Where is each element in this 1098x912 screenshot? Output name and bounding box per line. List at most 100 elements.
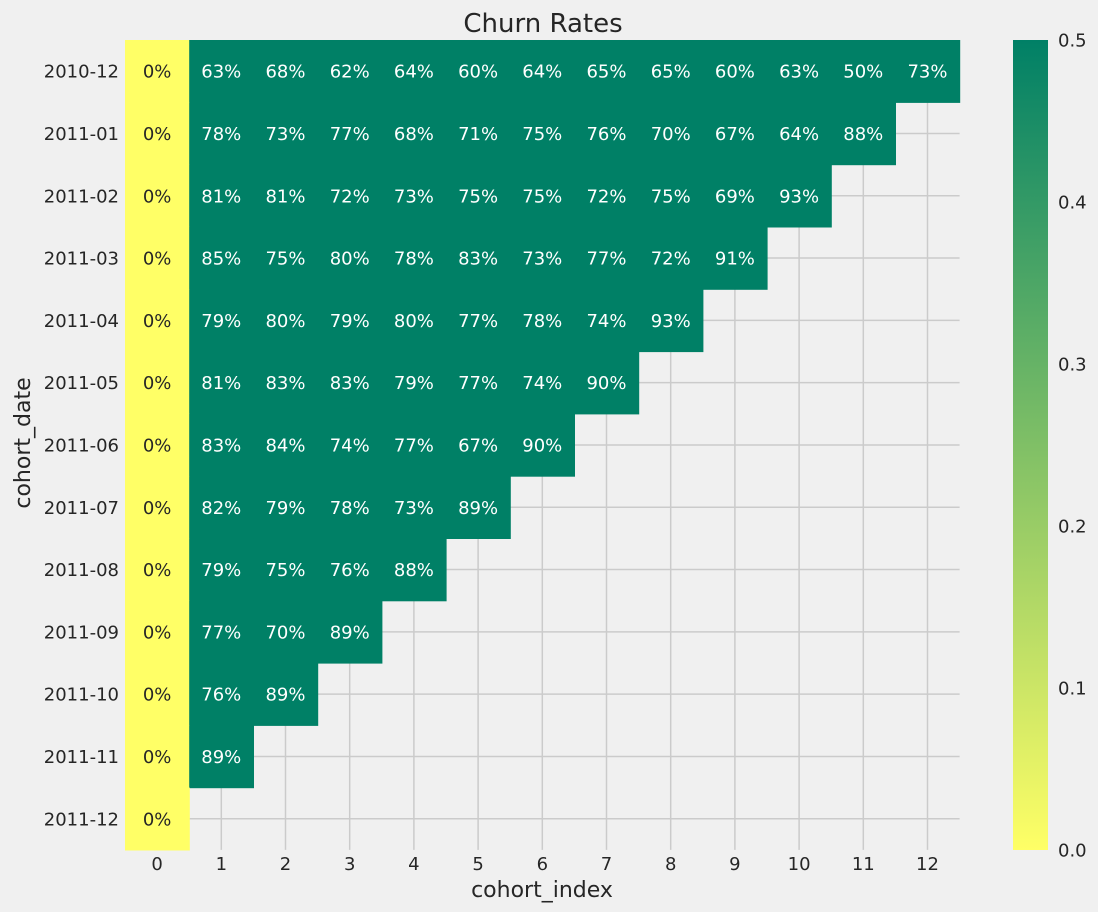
heatmap-cell [638,226,704,290]
heatmap-cell [510,102,575,166]
heatmap-cell [317,351,383,415]
heatmap-cell [189,226,254,290]
heatmap-cell [574,351,640,415]
cell-value-label: 74% [586,311,626,332]
heatmap-cell [510,226,575,290]
x-tick-label: 1 [216,854,227,875]
x-tick-label: 0 [151,854,162,875]
heatmap-cell [638,164,704,228]
heatmap-cell [574,226,640,290]
cell-value-label: 65% [586,62,626,83]
cell-value-label: 77% [458,311,498,332]
cell-value-label: 0% [143,747,172,768]
heatmap-cell [381,102,447,166]
cell-value-label: 78% [330,498,370,519]
cell-value-label: 81% [265,186,305,207]
heatmap-cell [638,102,704,166]
cell-value-label: 0% [143,62,172,83]
heatmap-cell [446,413,511,477]
cell-value-label: 73% [394,186,434,207]
cell-value-label: 74% [330,435,370,456]
heatmap-cell [253,289,319,353]
heatmap-cell [381,40,447,103]
heatmap-cell [317,413,383,477]
heatmap-cell [125,600,190,664]
heatmap-cell [510,413,575,477]
heatmap-cell [446,351,511,415]
y-tick-label: 2011-08 [44,560,119,581]
x-tick-label: 7 [601,854,612,875]
heatmap-cell [125,102,190,166]
cell-value-label: 82% [201,498,241,519]
cell-value-label: 77% [201,622,241,643]
heatmap-cell [381,538,447,602]
x-tick-label: 4 [408,854,419,875]
y-tick-label: 2011-09 [44,622,119,643]
heatmap-cell [767,164,832,228]
heatmap-cell [189,600,254,664]
cell-value-label: 88% [843,124,883,145]
y-tick-label: 2011-07 [44,498,119,519]
cell-value-label: 64% [779,124,819,145]
heatmap-cell [574,40,640,103]
cell-value-label: 60% [458,62,498,83]
cell-value-label: 0% [143,560,172,581]
cell-value-label: 76% [201,685,241,706]
heatmap-cell [574,102,640,166]
heatmap-cell [317,600,383,664]
heatmap-cell [253,476,319,539]
cell-value-label: 71% [458,124,498,145]
x-tick-label: 11 [852,854,875,875]
cell-value-label: 64% [522,62,562,83]
heatmap-cell [253,538,319,602]
heatmap-cell [702,164,768,228]
heatmap-cell [253,164,319,228]
heatmap-cell [125,226,190,290]
y-tick-label: 2011-11 [44,747,119,768]
cell-value-label: 77% [586,249,626,270]
cell-value-label: 78% [394,249,434,270]
x-tick-label: 6 [537,854,548,875]
cell-value-label: 0% [143,249,172,270]
cell-value-label: 80% [265,311,305,332]
heatmap-cell [381,164,447,228]
cell-value-label: 68% [265,62,305,83]
heatmap-cell [381,289,447,353]
heatmap-cell [510,164,575,228]
heatmap-cell [189,476,254,539]
cell-value-label: 62% [330,62,370,83]
heatmap-cell [189,102,254,166]
y-tick-label: 2011-03 [44,249,119,270]
heatmap-cell [125,538,190,602]
heatmap-cell [317,40,383,103]
cell-value-label: 83% [201,435,241,456]
cell-value-label: 64% [394,62,434,83]
cell-value-label: 75% [522,186,562,207]
colorbar [1013,40,1048,850]
cell-value-label: 84% [265,435,305,456]
cell-value-label: 0% [143,373,172,394]
colorbar-tick-label: 0.5 [1058,31,1087,52]
heatmap-cell [317,102,383,166]
x-axis-label: cohort_index [471,878,613,903]
cell-value-label: 77% [330,124,370,145]
cell-value-label: 75% [522,124,562,145]
heatmap-cell [189,289,254,353]
cell-value-label: 0% [143,124,172,145]
cell-value-label: 79% [265,498,305,519]
y-tick-label: 2011-12 [44,809,119,830]
heatmap-cell [189,663,254,726]
cell-value-label: 73% [394,498,434,519]
heatmap-cell [702,40,768,103]
heatmap-cell [189,164,254,228]
heatmap-cell [253,663,319,726]
colorbar-tick-label: 0.0 [1058,841,1087,862]
cell-value-label: 85% [201,249,241,270]
heatmap-cell [125,164,190,228]
cell-value-label: 89% [265,685,305,706]
chart-title: Churn Rates [463,9,622,39]
cell-value-label: 70% [265,622,305,643]
heatmap-cell [317,226,383,290]
x-tick-label: 9 [729,854,740,875]
heatmap-cell [446,476,511,539]
